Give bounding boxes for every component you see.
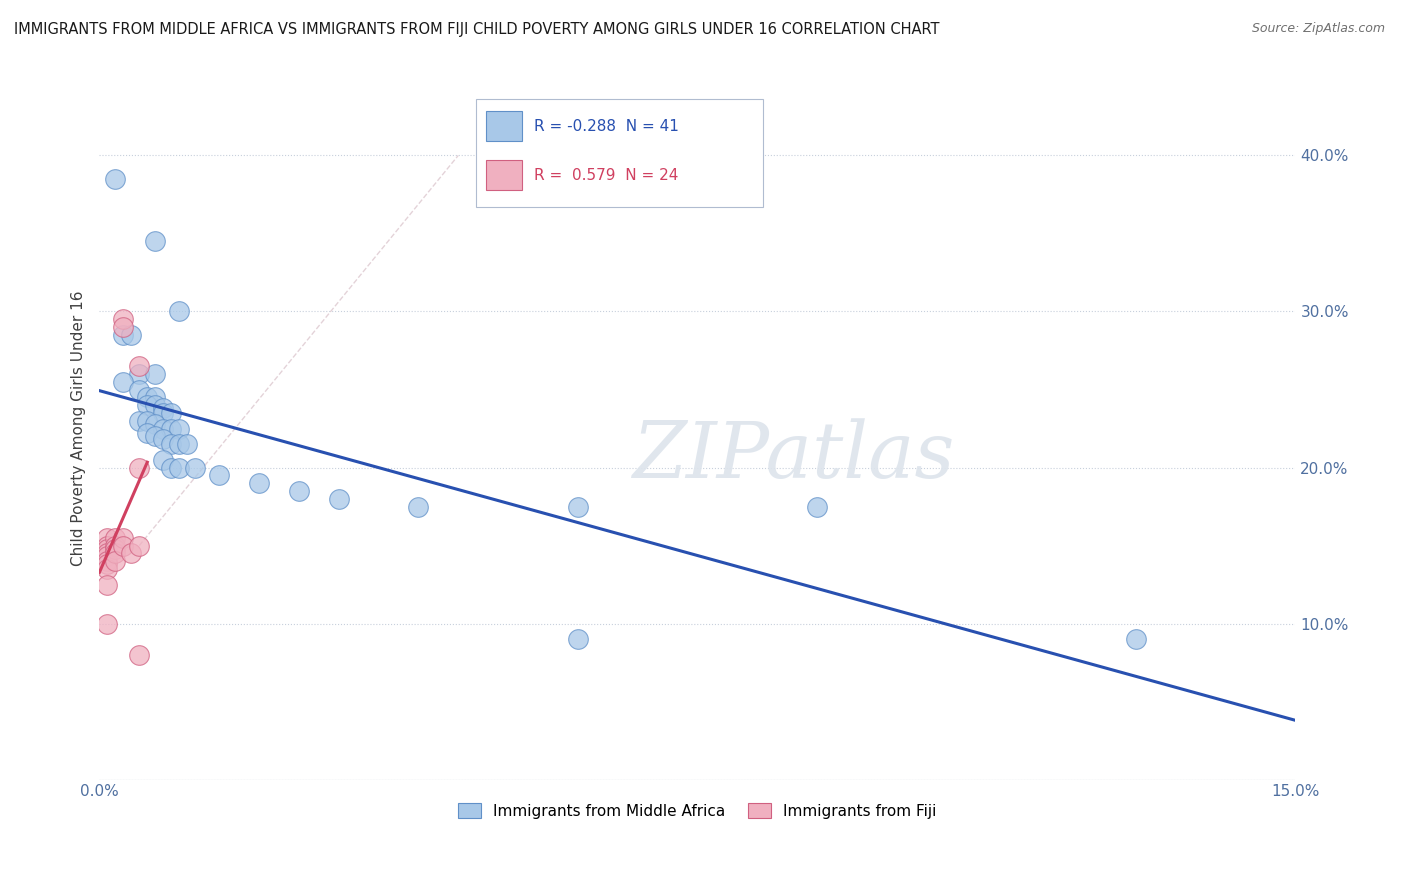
Point	[160, 421, 183, 435]
Point	[567, 500, 589, 514]
Point	[104, 539, 127, 553]
Text: R =  0.579  N = 24: R = 0.579 N = 24	[534, 169, 678, 183]
Point	[143, 417, 166, 431]
Point	[112, 327, 135, 342]
Point	[184, 460, 207, 475]
Point	[96, 558, 118, 572]
Point	[136, 426, 159, 441]
Point	[167, 421, 190, 435]
Point	[104, 172, 127, 186]
Point	[120, 546, 142, 560]
Point	[96, 616, 118, 631]
Legend: Immigrants from Middle Africa, Immigrants from Fiji: Immigrants from Middle Africa, Immigrant…	[451, 797, 943, 824]
Point	[208, 468, 231, 483]
Point	[136, 390, 159, 404]
Point	[176, 437, 198, 451]
Point	[96, 577, 118, 591]
Point	[96, 531, 118, 545]
Text: IMMIGRANTS FROM MIDDLE AFRICA VS IMMIGRANTS FROM FIJI CHILD POVERTY AMONG GIRLS : IMMIGRANTS FROM MIDDLE AFRICA VS IMMIGRA…	[14, 22, 939, 37]
Point	[136, 398, 159, 412]
Point	[167, 437, 190, 451]
Point	[167, 460, 190, 475]
Point	[128, 367, 150, 381]
Text: ZIPatlas: ZIPatlas	[631, 418, 955, 495]
Point	[96, 554, 118, 568]
Point	[112, 312, 135, 326]
Point	[128, 383, 150, 397]
Point	[408, 500, 430, 514]
Point	[96, 549, 118, 564]
Point	[152, 421, 174, 435]
Point	[143, 398, 166, 412]
Text: R = -0.288  N = 41: R = -0.288 N = 41	[534, 120, 679, 134]
Point	[152, 433, 174, 447]
Bar	[485, 112, 522, 141]
Point	[152, 452, 174, 467]
Point	[143, 234, 166, 248]
FancyBboxPatch shape	[477, 98, 763, 207]
Point	[160, 406, 183, 420]
Point	[160, 437, 183, 451]
Point	[328, 491, 350, 506]
Point	[152, 406, 174, 420]
Point	[104, 541, 127, 556]
Point	[104, 531, 127, 545]
Point	[167, 304, 190, 318]
Point	[128, 539, 150, 553]
Point	[96, 541, 118, 556]
Point	[136, 414, 159, 428]
Point	[96, 539, 118, 553]
Point	[128, 460, 150, 475]
Point	[152, 401, 174, 416]
Point	[128, 648, 150, 662]
Point	[143, 367, 166, 381]
Bar	[485, 161, 522, 190]
Point	[160, 460, 183, 475]
Point	[112, 531, 135, 545]
Point	[287, 483, 309, 498]
Y-axis label: Child Poverty Among Girls Under 16: Child Poverty Among Girls Under 16	[72, 291, 86, 566]
Point	[112, 375, 135, 389]
Point	[806, 500, 828, 514]
Point	[128, 414, 150, 428]
Point	[96, 562, 118, 576]
Point	[112, 320, 135, 334]
Point	[143, 390, 166, 404]
Point	[120, 327, 142, 342]
Text: Source: ZipAtlas.com: Source: ZipAtlas.com	[1251, 22, 1385, 36]
Point	[96, 546, 118, 560]
Point	[567, 632, 589, 647]
Point	[1125, 632, 1147, 647]
Point	[112, 539, 135, 553]
Point	[247, 476, 270, 491]
Point	[104, 554, 127, 568]
Point	[128, 359, 150, 373]
Point	[143, 429, 166, 443]
Point	[104, 546, 127, 560]
